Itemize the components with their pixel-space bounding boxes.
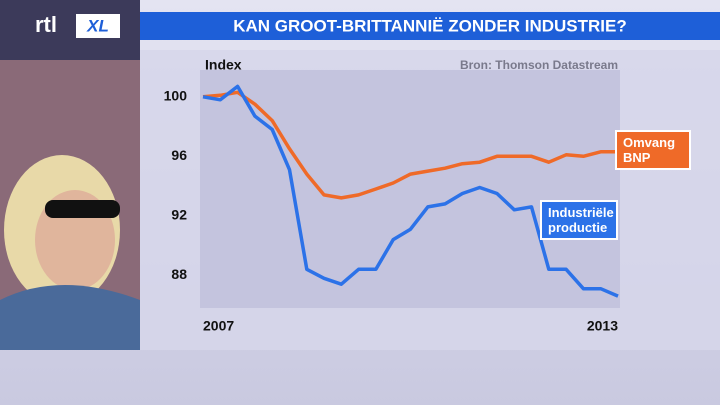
photo-shirt (0, 285, 140, 350)
y-axis-label: Index (205, 57, 242, 73)
series-label: Industriële productie (540, 200, 618, 240)
series-line (202, 90, 618, 200)
x-tick-label: 2013 (587, 318, 618, 334)
title-bar (140, 12, 720, 40)
logo-badge: XL (86, 16, 109, 35)
y-tick-label: 92 (171, 206, 187, 222)
photo-sunglasses (45, 200, 120, 218)
chart-title: KAN GROOT-BRITTANNIË ZONDER INDUSTRIE? (233, 16, 627, 35)
y-tick-label: 100 (164, 87, 188, 103)
y-tick-label: 96 (171, 147, 187, 163)
series-line (202, 84, 619, 298)
x-tick-label: 2007 (203, 318, 234, 334)
y-tick-label: 88 (171, 266, 187, 282)
logo-badge-bg (76, 14, 120, 38)
series-label: Omvang BNP (615, 130, 691, 170)
logo-text: rtl (35, 12, 57, 37)
source: Bron: Thomson Datastream (460, 58, 618, 72)
plot-area (200, 70, 620, 308)
